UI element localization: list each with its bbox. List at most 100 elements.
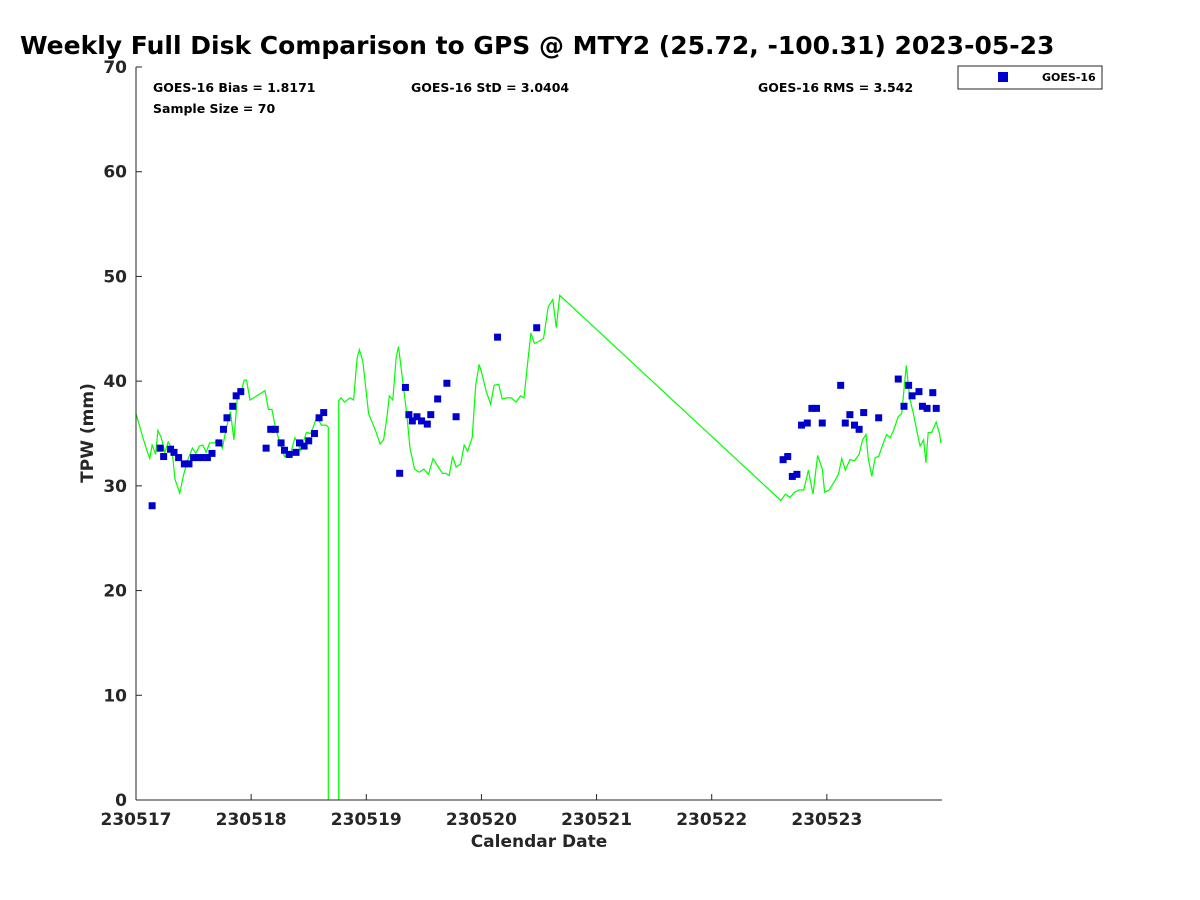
goes-16-point bbox=[148, 502, 156, 510]
goes-16-point bbox=[798, 421, 806, 429]
goes-16-point bbox=[267, 425, 275, 433]
y-tick-label: 40 bbox=[103, 372, 127, 392]
goes-16-point bbox=[923, 404, 931, 412]
x-axis-ticks: 230517 230518 230519 230520 230521 230522 2305… bbox=[101, 794, 862, 830]
y-tick-label: 60 bbox=[103, 163, 127, 183]
goes-16-point bbox=[846, 411, 854, 419]
goes-16-point bbox=[894, 375, 902, 383]
goes-16-series bbox=[148, 324, 940, 510]
goes-16-point bbox=[285, 450, 293, 458]
rms-stat: GOES-16 RMS = 3.542 bbox=[758, 80, 913, 95]
sample-size-stat: Sample Size = 70 bbox=[153, 101, 275, 116]
goes-16-point bbox=[401, 383, 409, 391]
goes-16-point bbox=[300, 442, 308, 450]
goes-16-point bbox=[396, 469, 404, 477]
goes-16-point bbox=[223, 414, 231, 422]
y-tick-label: 20 bbox=[103, 582, 127, 602]
goes-16-point bbox=[170, 448, 178, 456]
x-tick-label: 230520 bbox=[446, 810, 517, 830]
goes-16-point bbox=[180, 460, 188, 468]
goes-16-point bbox=[292, 448, 300, 456]
goes-16-point bbox=[277, 439, 285, 447]
goes-16-point bbox=[875, 414, 883, 422]
goes-16-point bbox=[918, 402, 926, 410]
goes-16-point bbox=[418, 417, 426, 425]
goes-16-point bbox=[900, 402, 908, 410]
y-tick-label: 50 bbox=[103, 267, 127, 287]
goes-16-point bbox=[199, 454, 207, 462]
goes-16-point bbox=[860, 409, 868, 417]
goes-16-point bbox=[818, 419, 826, 427]
x-tick-label: 230521 bbox=[561, 810, 632, 830]
legend-goes-16-marker bbox=[998, 72, 1008, 82]
goes-16-point bbox=[194, 454, 202, 462]
chart-title: Weekly Full Disk Comparison to GPS @ MTY… bbox=[20, 31, 1054, 60]
std-stat: GOES-16 StD = 3.0404 bbox=[411, 80, 569, 95]
y-tick-label: 70 bbox=[103, 58, 127, 78]
goes-16-point bbox=[237, 388, 245, 396]
goes-16-point bbox=[929, 389, 937, 397]
goes-16-point bbox=[855, 425, 863, 433]
gps-series bbox=[135, 294, 942, 800]
goes-16-point bbox=[784, 453, 792, 461]
goes-16-point bbox=[160, 453, 168, 461]
goes-16-point bbox=[190, 454, 198, 462]
goes-16-point bbox=[232, 392, 240, 400]
goes-16-point bbox=[793, 470, 801, 478]
x-tick-label: 230523 bbox=[791, 810, 862, 830]
goes-16-point bbox=[443, 379, 451, 387]
legend-box bbox=[957, 65, 1103, 90]
goes-16-point bbox=[841, 419, 849, 427]
goes-16-point bbox=[296, 439, 304, 447]
goes-16-point bbox=[413, 413, 421, 421]
goes-16-point bbox=[915, 388, 923, 396]
goes-16-point bbox=[215, 439, 223, 447]
goes-16-point bbox=[850, 421, 858, 429]
legend-goes-16-label: GOES-16 bbox=[1042, 71, 1096, 84]
goes-16-point bbox=[905, 381, 913, 389]
x-tick-label: 230519 bbox=[331, 810, 402, 830]
goes-16-point bbox=[808, 404, 816, 412]
goes-16-point bbox=[427, 411, 435, 419]
goes-16-point bbox=[803, 419, 811, 427]
goes-16-point bbox=[156, 444, 164, 452]
goes-16-point bbox=[908, 392, 916, 400]
goes-16-point bbox=[434, 395, 442, 403]
x-tick-label: 230517 bbox=[101, 810, 172, 830]
gps-line-segment bbox=[338, 294, 942, 800]
y-axis-ticks: 0 10 20 30 40 50 60 70 bbox=[103, 58, 142, 811]
goes-16-point bbox=[788, 472, 796, 480]
y-axis-label: TPW (mm) bbox=[78, 383, 98, 483]
x-tick-label: 230522 bbox=[676, 810, 747, 830]
goes-16-point bbox=[932, 404, 940, 412]
bias-stat: GOES-16 Bias = 1.8171 bbox=[153, 80, 315, 95]
goes-16-point bbox=[408, 417, 416, 425]
goes-16-point bbox=[262, 444, 270, 452]
goes-16-point bbox=[271, 425, 279, 433]
goes-16-point bbox=[281, 446, 289, 454]
goes-16-point bbox=[837, 381, 845, 389]
goes-16-point bbox=[175, 454, 183, 462]
goes-16-point bbox=[533, 324, 541, 332]
goes-16-point bbox=[203, 454, 211, 462]
y-tick-label: 0 bbox=[115, 791, 127, 811]
goes-16-point bbox=[185, 460, 193, 468]
x-axis-label: Calendar Date bbox=[471, 832, 608, 852]
goes-16-point bbox=[305, 437, 313, 445]
goes-16-point bbox=[229, 402, 237, 410]
legend: GOES-16 bbox=[957, 65, 1103, 90]
y-tick-label: 10 bbox=[103, 686, 127, 706]
goes-16-point bbox=[779, 456, 787, 464]
goes-16-point bbox=[320, 409, 328, 417]
goes-16-point bbox=[812, 404, 820, 412]
goes-16-point bbox=[315, 414, 323, 422]
goes-16-point bbox=[220, 425, 228, 433]
goes-16-point bbox=[452, 413, 460, 421]
goes-16-point bbox=[208, 449, 216, 457]
y-tick-label: 30 bbox=[103, 477, 127, 497]
x-tick-label: 230518 bbox=[216, 810, 287, 830]
goes-16-point bbox=[494, 333, 502, 341]
goes-16-point bbox=[405, 411, 413, 419]
goes-16-point bbox=[310, 430, 318, 437]
